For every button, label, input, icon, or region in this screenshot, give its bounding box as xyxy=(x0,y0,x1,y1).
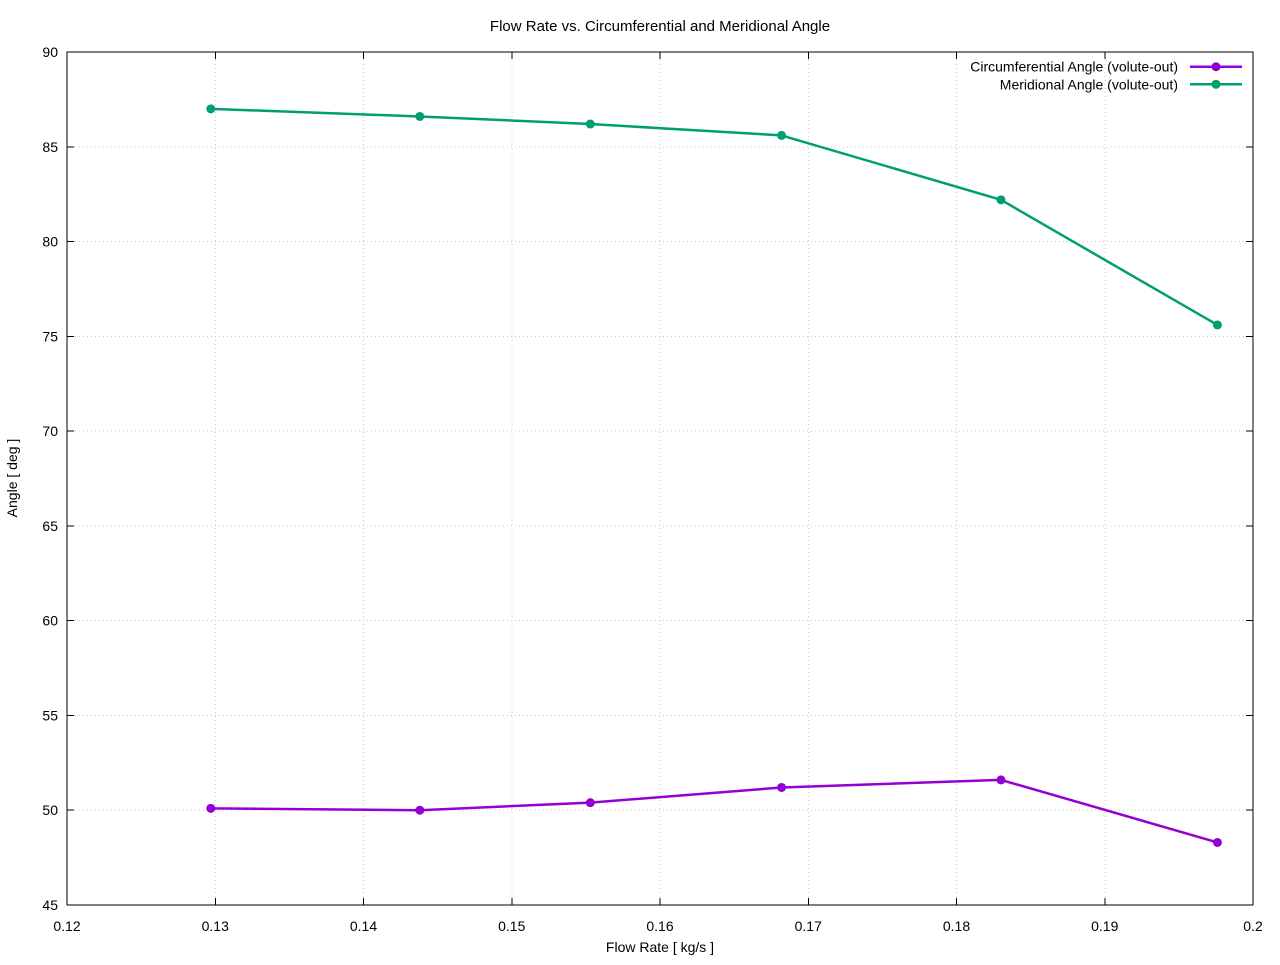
series-circumferential-angle-volute-out xyxy=(206,775,1222,847)
tick-label-layer: 0.12 0.13 0.14 0.15 0.16 0.17 0.18 0.19 0.2 45 50 5… xyxy=(42,44,1263,934)
y-tick-label: 80 xyxy=(42,234,58,250)
legend-label: Meridional Angle (volute-out) xyxy=(1000,76,1178,92)
x-tick-label: 0.13 xyxy=(202,918,229,934)
y-tick-label: 60 xyxy=(42,613,58,629)
y-axis-label: Angle [ deg ] xyxy=(4,439,20,518)
legend-entry: Meridional Angle (volute-out) xyxy=(1000,76,1242,92)
x-tick-label: 0.15 xyxy=(498,918,525,934)
x-tick-label: 0.18 xyxy=(943,918,970,934)
legend: Circumferential Angle (volute-out)Meridi… xyxy=(970,59,1242,92)
legend-entry: Circumferential Angle (volute-out) xyxy=(970,59,1242,75)
legend-point-sample xyxy=(1211,79,1221,89)
x-tick-label: 0.12 xyxy=(53,918,80,934)
legend-point-sample xyxy=(1211,62,1221,72)
data-point xyxy=(996,775,1006,785)
data-point xyxy=(777,782,787,792)
plot-border xyxy=(66,51,1254,906)
data-point xyxy=(1212,320,1222,330)
y-tick-label: 75 xyxy=(42,328,58,344)
data-point xyxy=(415,805,425,815)
data-point xyxy=(996,195,1006,205)
series-line xyxy=(209,778,1219,844)
y-tick-label: 45 xyxy=(42,897,58,913)
x-tick-label: 0.14 xyxy=(350,918,377,934)
data-point xyxy=(206,803,216,813)
x-axis-label: Flow Rate [ kg/s ] xyxy=(606,939,714,955)
data-point xyxy=(206,104,216,114)
series-line xyxy=(209,107,1219,327)
data-point xyxy=(585,119,595,129)
y-tick-label: 50 xyxy=(42,802,58,818)
tick-layer xyxy=(66,51,1254,906)
x-tick-label: 0.16 xyxy=(646,918,673,934)
y-tick-label: 85 xyxy=(42,139,58,155)
y-tick-label: 70 xyxy=(42,423,58,439)
y-tick-label: 65 xyxy=(42,518,58,534)
grid-layer xyxy=(67,52,1253,905)
series-layer xyxy=(206,104,1222,847)
legend-label: Circumferential Angle (volute-out) xyxy=(970,59,1178,75)
x-tick-label: 0.17 xyxy=(795,918,822,934)
data-point xyxy=(1212,837,1222,847)
y-tick-label: 90 xyxy=(42,44,58,60)
data-point xyxy=(777,130,787,140)
x-tick-label: 0.2 xyxy=(1243,918,1263,934)
chart-title: Flow Rate vs. Circumferential and Meridi… xyxy=(490,18,830,35)
x-tick-label: 0.19 xyxy=(1091,918,1118,934)
y-tick-label: 55 xyxy=(42,707,58,723)
series-meridional-angle-volute-out xyxy=(206,104,1222,330)
data-point xyxy=(585,798,595,808)
data-point xyxy=(415,111,425,121)
